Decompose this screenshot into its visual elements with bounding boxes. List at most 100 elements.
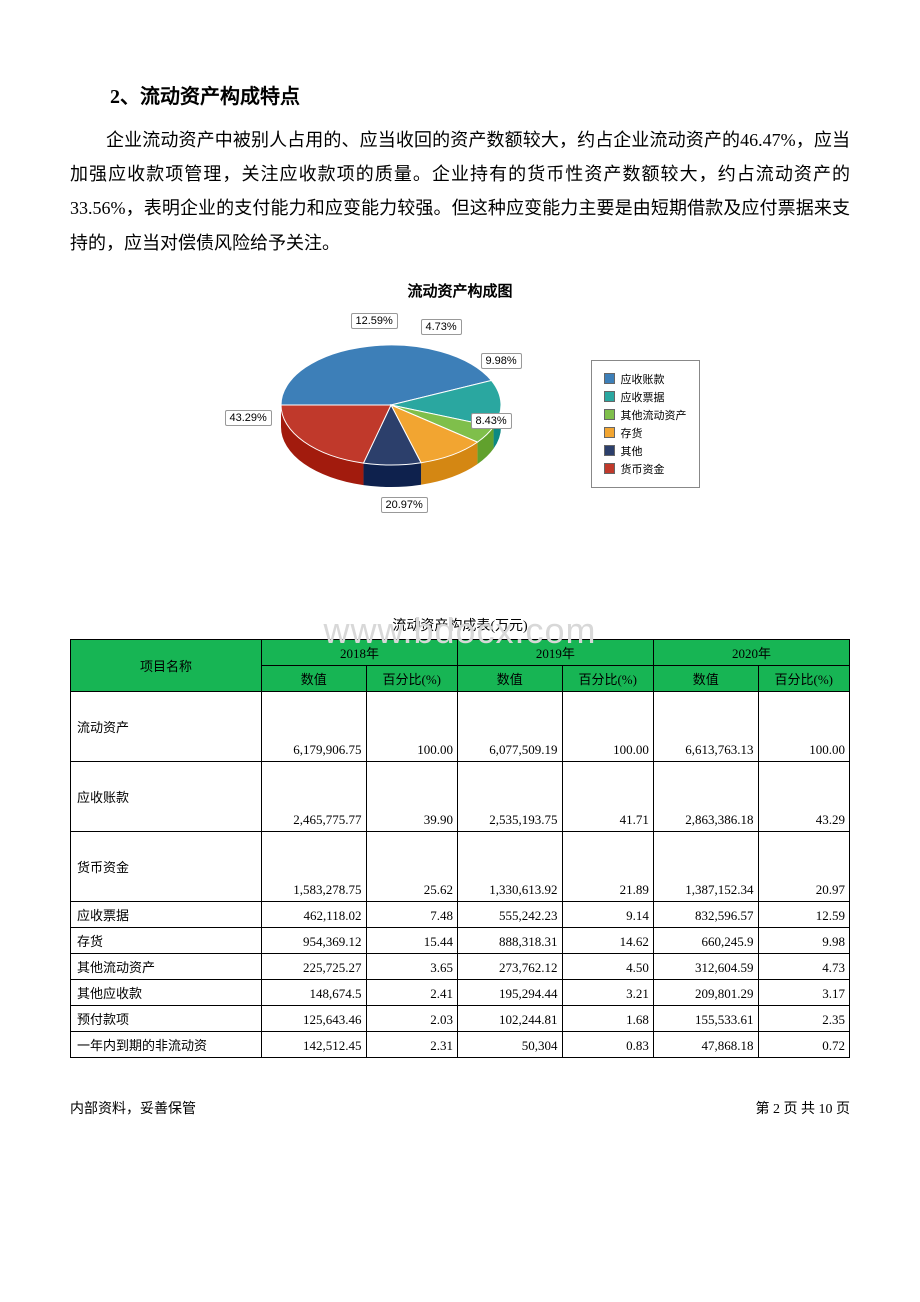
row-name: 应收账款 (71, 761, 262, 831)
cell: 954,369.12 (261, 927, 366, 953)
cell: 47,868.18 (653, 1031, 758, 1057)
cell: 100.00 (758, 691, 849, 761)
footer-right: 第 2 页 共 10 页 (756, 1098, 851, 1118)
cell: 462,118.02 (261, 901, 366, 927)
cell: 2,465,775.77 (261, 761, 366, 831)
cell: 555,242.23 (457, 901, 562, 927)
cell: 3.21 (562, 979, 653, 1005)
cell: 102,244.81 (457, 1005, 562, 1031)
sub-value-1: 数值 (457, 665, 562, 691)
pie-slice-label: 12.59% (351, 313, 398, 329)
cell: 2,535,193.75 (457, 761, 562, 831)
cell: 0.72 (758, 1031, 849, 1057)
sub-pct-2: 百分比(%) (758, 665, 849, 691)
table-row: 应收账款2,465,775.7739.902,535,193.7541.712,… (71, 761, 850, 831)
row-name: 其他应收款 (71, 979, 262, 1005)
table-row: 应收票据462,118.027.48555,242.239.14832,596.… (71, 901, 850, 927)
section-heading: 2、流动资产构成特点 (110, 80, 850, 109)
sub-pct-1: 百分比(%) (562, 665, 653, 691)
legend-swatch (604, 427, 615, 438)
cell: 6,179,906.75 (261, 691, 366, 761)
sub-value-0: 数值 (261, 665, 366, 691)
cell: 660,245.9 (653, 927, 758, 953)
cell: 100.00 (366, 691, 457, 761)
legend-label: 货币资金 (621, 461, 665, 477)
cell: 2.31 (366, 1031, 457, 1057)
pie-chart-block: 12.59%4.73%9.98%8.43%43.29%20.97% 应收账款应收… (70, 305, 850, 525)
cell: 142,512.45 (261, 1031, 366, 1057)
chart-legend: 应收账款应收票据其他流动资产存货其他货币资金 (591, 360, 700, 488)
sub-value-2: 数值 (653, 665, 758, 691)
cell: 2.35 (758, 1005, 849, 1031)
cell: 21.89 (562, 831, 653, 901)
table-caption: 流动资产构成表(万元) (70, 615, 850, 635)
legend-label: 应收票据 (621, 389, 665, 405)
sub-pct-0: 百分比(%) (366, 665, 457, 691)
legend-item: 应收票据 (604, 389, 687, 405)
legend-item: 货币资金 (604, 461, 687, 477)
cell: 9.14 (562, 901, 653, 927)
cell: 100.00 (562, 691, 653, 761)
legend-label: 其他流动资产 (621, 407, 687, 423)
cell: 1,330,613.92 (457, 831, 562, 901)
cell: 195,294.44 (457, 979, 562, 1005)
cell: 312,604.59 (653, 953, 758, 979)
cell: 1,583,278.75 (261, 831, 366, 901)
table-row: 一年内到期的非流动资142,512.452.3150,3040.8347,868… (71, 1031, 850, 1057)
row-name: 其他流动资产 (71, 953, 262, 979)
legend-item: 其他流动资产 (604, 407, 687, 423)
cell: 3.65 (366, 953, 457, 979)
legend-label: 存货 (621, 425, 643, 441)
legend-item: 其他 (604, 443, 687, 459)
cell: 15.44 (366, 927, 457, 953)
table-row: 预付款项125,643.462.03102,244.811.68155,533.… (71, 1005, 850, 1031)
row-name: 存货 (71, 927, 262, 953)
pie-slice-label: 43.29% (225, 410, 272, 426)
cell: 9.98 (758, 927, 849, 953)
cell: 125,643.46 (261, 1005, 366, 1031)
cell: 888,318.31 (457, 927, 562, 953)
cell: 43.29 (758, 761, 849, 831)
cell: 7.48 (366, 901, 457, 927)
row-name: 预付款项 (71, 1005, 262, 1031)
cell: 14.62 (562, 927, 653, 953)
row-name: 流动资产 (71, 691, 262, 761)
cell: 12.59 (758, 901, 849, 927)
legend-item: 存货 (604, 425, 687, 441)
table-row: 其他应收款148,674.52.41195,294.443.21209,801.… (71, 979, 850, 1005)
cell: 3.17 (758, 979, 849, 1005)
legend-swatch (604, 463, 615, 474)
cell: 832,596.57 (653, 901, 758, 927)
cell: 4.50 (562, 953, 653, 979)
cell: 6,077,509.19 (457, 691, 562, 761)
col-year-1: 2019年 (457, 639, 653, 665)
legend-label: 应收账款 (621, 371, 665, 387)
cell: 273,762.12 (457, 953, 562, 979)
cell: 209,801.29 (653, 979, 758, 1005)
row-name: 应收票据 (71, 901, 262, 927)
page-footer: 内部资料，妥善保管 第 2 页 共 10 页 (70, 1098, 850, 1118)
legend-swatch (604, 373, 615, 384)
cell: 4.73 (758, 953, 849, 979)
cell: 2,863,386.18 (653, 761, 758, 831)
pie-slice-label: 8.43% (471, 413, 512, 429)
col-item-name: 项目名称 (71, 639, 262, 691)
legend-swatch (604, 445, 615, 456)
col-year-0: 2018年 (261, 639, 457, 665)
cell: 50,304 (457, 1031, 562, 1057)
row-name: 货币资金 (71, 831, 262, 901)
cell: 41.71 (562, 761, 653, 831)
cell: 155,533.61 (653, 1005, 758, 1031)
pie-chart: 12.59%4.73%9.98%8.43%43.29%20.97% (221, 305, 561, 525)
row-name: 一年内到期的非流动资 (71, 1031, 262, 1057)
table-row: 流动资产6,179,906.75100.006,077,509.19100.00… (71, 691, 850, 761)
table-row: 其他流动资产225,725.273.65273,762.124.50312,60… (71, 953, 850, 979)
section-paragraph: 企业流动资产中被别人占用的、应当收回的资产数额较大，约占企业流动资产的46.47… (70, 123, 850, 260)
cell: 148,674.5 (261, 979, 366, 1005)
cell: 0.83 (562, 1031, 653, 1057)
footer-left: 内部资料，妥善保管 (70, 1098, 196, 1118)
pie-slice-label: 9.98% (481, 353, 522, 369)
cell: 25.62 (366, 831, 457, 901)
legend-swatch (604, 391, 615, 402)
chart-title: 流动资产构成图 (70, 280, 850, 301)
